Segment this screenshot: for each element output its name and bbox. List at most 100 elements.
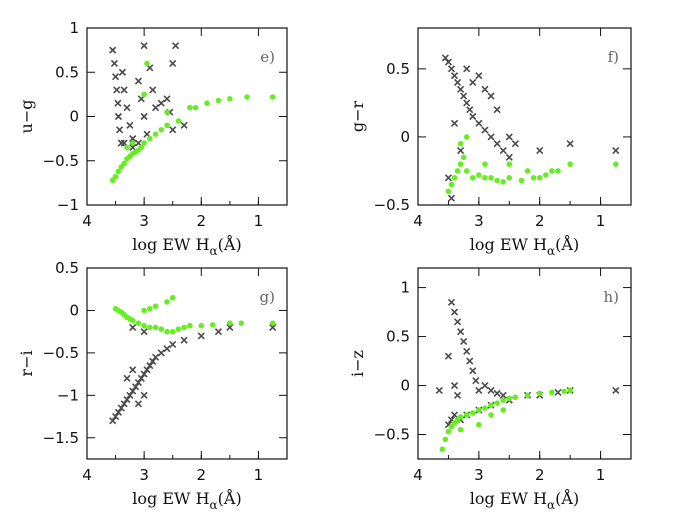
y-tick-label: 1 — [400, 279, 410, 297]
data-point-models — [505, 153, 513, 161]
data-point-observed — [448, 181, 455, 188]
data-point-models — [450, 308, 459, 316]
data-point-models — [450, 72, 459, 80]
data-point-models — [493, 389, 501, 397]
data-point-models — [511, 140, 519, 148]
data-point-models — [129, 387, 137, 395]
data-point-models — [226, 323, 234, 331]
data-point-observed — [494, 400, 500, 406]
data-point-models — [457, 328, 465, 336]
y-tick-label: −0.5 — [43, 152, 79, 170]
data-point-observed — [124, 144, 130, 151]
data-point-observed — [482, 405, 488, 411]
data-point-observed — [463, 168, 470, 174]
data-point-models — [450, 411, 459, 419]
data-point-models — [114, 112, 122, 121]
data-point-models — [112, 73, 120, 81]
data-point-models — [444, 352, 452, 360]
data-point-models — [140, 112, 148, 121]
data-point-observed — [238, 320, 245, 326]
data-point-models — [123, 396, 131, 404]
data-point-observed — [524, 392, 531, 399]
data-point-observed — [524, 168, 531, 174]
data-point-observed — [476, 421, 482, 428]
data-point-models — [134, 400, 142, 408]
data-point-observed — [500, 397, 507, 404]
y-tick-label: 1 — [69, 19, 79, 37]
data-point-observed — [187, 322, 193, 329]
data-point-models — [499, 146, 507, 155]
y-axis-label: u−g — [17, 100, 36, 134]
data-point-observed — [144, 60, 150, 67]
x-tick-label: 4 — [413, 212, 423, 230]
data-point-observed — [506, 161, 513, 167]
data-point-observed — [112, 173, 119, 180]
data-point-observed — [192, 104, 199, 111]
data-point-observed — [500, 179, 507, 185]
data-point-observed — [141, 322, 147, 329]
data-point-observed — [152, 324, 159, 331]
x-axis-label-subscript: α — [547, 498, 555, 512]
data-point-observed — [164, 299, 170, 305]
x-axis-label-subscript: α — [210, 498, 218, 512]
data-point-observed — [469, 174, 476, 181]
panel-2: 4 3 2 1 −1.5 −1 −0.5 0 0.5 log EW Hα(Å) r−i g) — [17, 259, 288, 512]
data-point-models — [463, 347, 471, 355]
data-point-models — [140, 42, 148, 50]
data-point-models — [169, 59, 177, 67]
data-point-models — [157, 349, 165, 357]
data-point-models — [140, 328, 148, 336]
data-point-models — [447, 65, 456, 73]
data-point-observed — [469, 410, 476, 416]
data-point-models — [129, 135, 137, 143]
data-point-observed — [454, 168, 461, 174]
data-point-observed — [555, 168, 561, 174]
data-point-models — [137, 374, 145, 382]
y-tick-label: 0 — [69, 301, 79, 319]
data-point-observed — [227, 96, 233, 102]
y-tick-label: −1.5 — [43, 429, 79, 447]
data-point-models — [129, 323, 137, 331]
data-point-observed — [135, 320, 142, 326]
data-point-models — [450, 119, 459, 127]
data-point-models — [469, 112, 477, 121]
data-point-observed — [445, 188, 452, 195]
data-point-models — [112, 412, 120, 421]
data-point-models — [132, 383, 140, 391]
x-axis-label-unit: (Å) — [555, 234, 579, 254]
data-point-observed — [612, 161, 619, 167]
data-point-models — [447, 194, 456, 202]
data-point-models — [444, 58, 452, 66]
x-tick-label: 4 — [82, 212, 92, 230]
data-point-observed — [512, 394, 519, 401]
data-point-observed — [451, 174, 458, 181]
data-point-models — [143, 366, 151, 374]
x-axis-label-unit: (Å) — [218, 488, 242, 508]
data-point-observed — [141, 140, 147, 146]
data-point-models — [163, 95, 171, 103]
data-point-models — [469, 78, 477, 87]
data-point-models — [481, 126, 489, 134]
y-tick-label: −0.5 — [374, 426, 410, 444]
series-models — [109, 42, 188, 152]
data-point-observed — [488, 412, 494, 418]
data-point-models — [109, 46, 117, 54]
data-point-models — [269, 323, 277, 331]
data-point-models — [475, 386, 483, 395]
data-point-observed — [448, 423, 455, 430]
data-point-observed — [187, 104, 193, 111]
x-tick-label: 2 — [535, 466, 545, 484]
x-axis-label-main: log EW H — [470, 235, 547, 254]
x-axis-label: log EW Hα(Å) — [132, 234, 241, 258]
y-axis-label: g−r — [348, 101, 367, 133]
data-point-observed — [158, 126, 165, 133]
data-point-models — [152, 353, 160, 361]
data-point-observed — [209, 322, 216, 328]
data-point-observed — [460, 154, 467, 161]
panel-1: 4 3 2 1 −0.5 0 0.5 log EW Hα(Å) g−r f) — [348, 27, 632, 258]
data-point-models — [134, 77, 142, 85]
data-point-models — [214, 328, 222, 336]
data-point-observed — [463, 412, 470, 418]
series-models — [441, 54, 620, 202]
data-point-models — [120, 400, 128, 408]
